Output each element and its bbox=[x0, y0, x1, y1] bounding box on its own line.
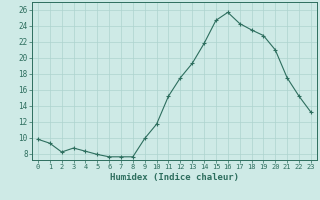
X-axis label: Humidex (Indice chaleur): Humidex (Indice chaleur) bbox=[110, 173, 239, 182]
